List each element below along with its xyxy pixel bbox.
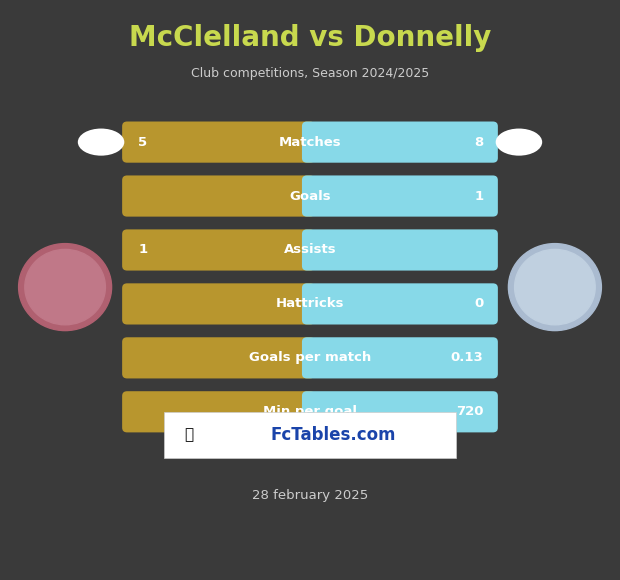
Text: Club competitions, Season 2024/2025: Club competitions, Season 2024/2025 bbox=[191, 67, 429, 80]
FancyBboxPatch shape bbox=[305, 234, 315, 266]
Circle shape bbox=[515, 249, 595, 325]
Ellipse shape bbox=[78, 129, 124, 155]
Text: 1: 1 bbox=[138, 244, 148, 256]
Text: Assists: Assists bbox=[284, 244, 336, 256]
FancyBboxPatch shape bbox=[122, 338, 315, 379]
Ellipse shape bbox=[495, 129, 542, 155]
FancyBboxPatch shape bbox=[122, 391, 315, 433]
Text: 0.13: 0.13 bbox=[451, 351, 484, 364]
FancyBboxPatch shape bbox=[122, 229, 315, 270]
Text: Goals per match: Goals per match bbox=[249, 351, 371, 364]
FancyBboxPatch shape bbox=[302, 284, 498, 325]
Text: Hattricks: Hattricks bbox=[276, 298, 344, 310]
FancyBboxPatch shape bbox=[302, 338, 498, 379]
FancyBboxPatch shape bbox=[302, 229, 498, 270]
Text: Matches: Matches bbox=[278, 136, 342, 148]
Circle shape bbox=[508, 244, 601, 331]
Text: Goals: Goals bbox=[289, 190, 331, 202]
Circle shape bbox=[19, 244, 112, 331]
Text: 📊: 📊 bbox=[185, 427, 193, 443]
Text: Min per goal: Min per goal bbox=[263, 405, 357, 418]
Text: 1: 1 bbox=[474, 190, 484, 202]
Text: McClelland vs Donnelly: McClelland vs Donnelly bbox=[129, 24, 491, 52]
Text: 0: 0 bbox=[474, 298, 484, 310]
Text: FcTables.com: FcTables.com bbox=[270, 426, 396, 444]
FancyBboxPatch shape bbox=[164, 412, 456, 458]
FancyBboxPatch shape bbox=[122, 122, 315, 162]
FancyBboxPatch shape bbox=[122, 175, 315, 217]
FancyBboxPatch shape bbox=[305, 180, 315, 212]
FancyBboxPatch shape bbox=[305, 396, 315, 428]
Text: 8: 8 bbox=[474, 136, 484, 148]
FancyBboxPatch shape bbox=[302, 391, 498, 433]
FancyBboxPatch shape bbox=[122, 284, 315, 325]
Text: 720: 720 bbox=[456, 405, 484, 418]
FancyBboxPatch shape bbox=[302, 122, 498, 162]
Circle shape bbox=[25, 249, 105, 325]
Text: 5: 5 bbox=[138, 136, 148, 148]
Text: 28 february 2025: 28 february 2025 bbox=[252, 490, 368, 502]
FancyBboxPatch shape bbox=[305, 288, 315, 320]
FancyBboxPatch shape bbox=[305, 126, 315, 158]
FancyBboxPatch shape bbox=[305, 342, 315, 374]
FancyBboxPatch shape bbox=[302, 175, 498, 217]
